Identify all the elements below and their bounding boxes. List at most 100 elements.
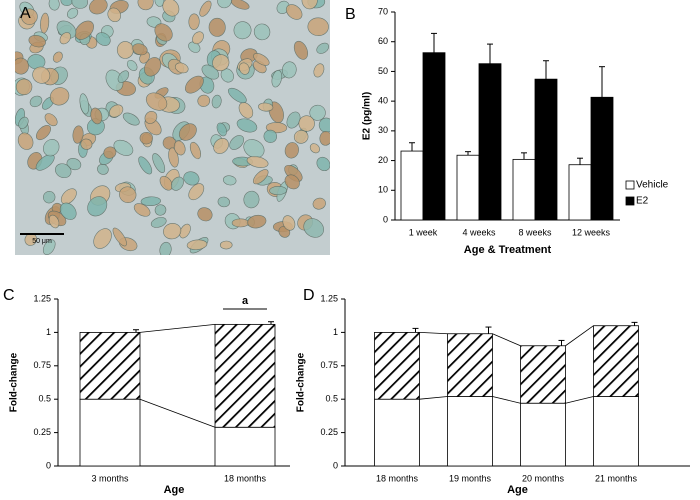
bar-segment: [214, 323, 276, 428]
connector: [139, 398, 216, 428]
y-tick-label: 1.25: [33, 293, 51, 303]
scale-bar-label: 50 μm: [32, 238, 52, 245]
connector: [139, 323, 216, 333]
cell: [197, 94, 211, 107]
cell: [247, 214, 267, 229]
cell: [253, 53, 270, 66]
panel-label: D: [303, 287, 315, 304]
cell: [119, 186, 137, 203]
cell: [318, 117, 330, 133]
cell: [159, 175, 173, 191]
cell: [216, 122, 227, 137]
x-tick-label: 1 week: [409, 227, 438, 237]
cell: [219, 240, 233, 250]
y-axis-label: E2 (pg/ml): [362, 92, 373, 140]
cell: [236, 118, 258, 133]
cell: [319, 131, 330, 146]
cell: [281, 61, 297, 79]
y-tick-label: 1.25: [320, 293, 338, 303]
cell: [55, 163, 72, 179]
cell: [126, 59, 138, 71]
cell: [74, 20, 94, 40]
x-tick-label: 19 months: [449, 473, 492, 483]
x-tick-label: 18 months: [224, 473, 267, 483]
cell: [40, 12, 50, 34]
cells: [15, 0, 330, 255]
cell: [316, 42, 330, 54]
cell: [150, 217, 167, 228]
bar: [456, 154, 480, 221]
bar-segment: [374, 398, 420, 467]
y-tick-label: 60: [378, 36, 388, 46]
y-tick-label: 1: [333, 327, 338, 337]
y-tick-label: 70: [378, 6, 388, 16]
legend-label: Vehicle: [636, 180, 669, 191]
x-tick-label: 20 months: [522, 473, 565, 483]
cell: [316, 156, 330, 172]
bar: [400, 150, 424, 221]
x-tick-label: 8 weeks: [518, 227, 552, 237]
panel-label: C: [3, 287, 15, 304]
cell: [269, 186, 287, 196]
cell: [140, 196, 161, 206]
cell: [67, 7, 79, 19]
cell: [238, 62, 250, 75]
cell: [293, 40, 308, 60]
cell: [185, 75, 204, 94]
cell: [227, 87, 247, 104]
cell: [212, 54, 230, 72]
connector: [565, 396, 594, 404]
cell: [21, 8, 38, 25]
cell: [109, 104, 124, 118]
y-tick-label: 0.75: [33, 360, 51, 370]
cell: [49, 87, 70, 106]
cell: [79, 93, 90, 115]
cell: [87, 196, 108, 217]
cell: [233, 21, 252, 40]
annotation: a: [242, 295, 249, 307]
cell: [284, 142, 299, 159]
cell: [29, 95, 43, 108]
cell: [162, 0, 180, 17]
panel-label: A: [20, 5, 31, 22]
cell: [89, 0, 108, 15]
cell: [59, 32, 71, 45]
bar-segment: [447, 333, 493, 397]
cell: [80, 138, 93, 150]
y-tick-label: 20: [378, 155, 388, 165]
cell: [217, 0, 232, 9]
cell: [59, 202, 77, 220]
cell: [222, 175, 237, 186]
cell: [183, 171, 200, 186]
cell: [72, 125, 84, 144]
cell: [42, 239, 56, 255]
cell: [211, 94, 222, 109]
x-tick-label: 12 weeks: [572, 227, 611, 237]
legend-label: E2: [636, 196, 649, 207]
cell: [188, 183, 205, 201]
cell: [139, 131, 153, 145]
cell: [199, 0, 212, 17]
cell: [293, 130, 309, 144]
y-tick-label: 10: [378, 185, 388, 195]
x-tick-label: 4 weeks: [462, 227, 496, 237]
cell: [179, 223, 191, 239]
cell: [282, 215, 296, 231]
y-tick-label: 50: [378, 66, 388, 76]
cell: [243, 190, 260, 209]
cell: [309, 104, 326, 121]
cell: [307, 17, 329, 36]
cell: [301, 0, 318, 10]
bar: [568, 164, 592, 221]
cell: [145, 92, 168, 111]
y-tick-label: 0.25: [320, 427, 338, 437]
cell: [309, 143, 320, 154]
cell: [132, 43, 148, 56]
cell: [253, 23, 271, 41]
cell: [154, 23, 173, 42]
cell: [154, 204, 167, 216]
y-tick-label: 0: [333, 460, 338, 470]
y-axis-label: Fold-change: [9, 352, 20, 412]
cell: [95, 32, 111, 46]
